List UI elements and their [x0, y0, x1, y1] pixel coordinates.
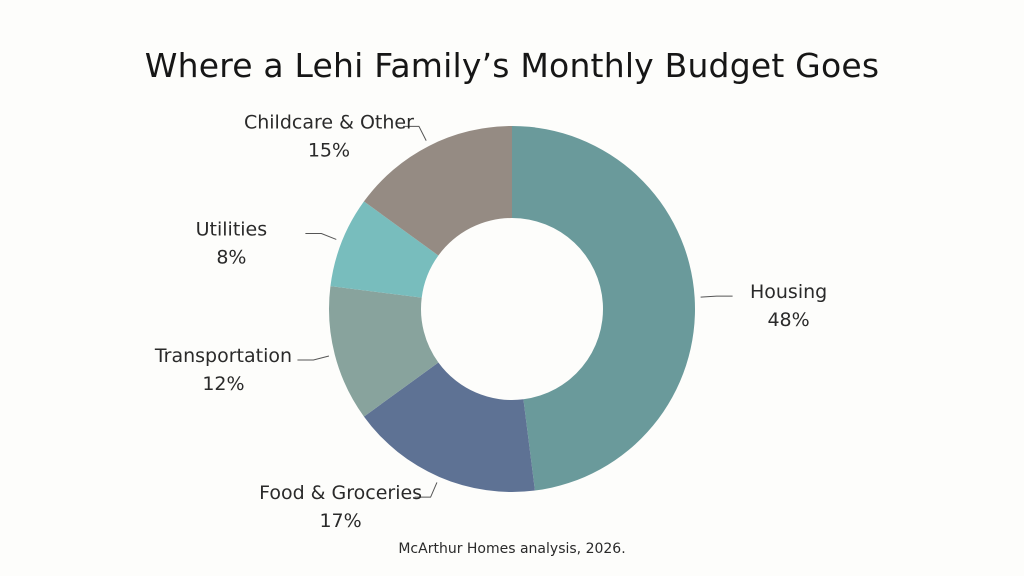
- leader-housing: [700, 295, 733, 298]
- slice-value-utilities: 8%: [216, 247, 246, 269]
- label-leader-lines: [297, 125, 733, 498]
- donut-slices: [329, 126, 695, 492]
- chart-source-note: McArthur Homes analysis, 2026.: [398, 541, 626, 557]
- slice-label-housing: Housing: [750, 281, 827, 303]
- slice-value-food-and-groceries: 17%: [319, 510, 361, 532]
- slice-label-utilities: Utilities: [196, 219, 268, 241]
- leader-food-and-groceries: [414, 482, 438, 498]
- slice-utilities: [330, 201, 439, 298]
- leader-utilities: [305, 233, 337, 240]
- slice-value-childcare-and-other: 15%: [308, 139, 350, 161]
- leader-childcare-and-other: [402, 125, 427, 141]
- slice-labels: Housing 48% Food & Groceries 17% Transportat…: [154, 111, 827, 532]
- leader-transportation: [297, 355, 330, 361]
- slice-label-transportation: Transportation: [154, 345, 292, 367]
- slice-transportation: [329, 286, 439, 417]
- slice-value-housing: 48%: [767, 309, 809, 331]
- slice-value-transportation: 12%: [202, 373, 244, 395]
- slice-food-and-groceries: [363, 362, 535, 492]
- chart-title: Where a Lehi Family’s Monthly Budget Goe…: [144, 46, 880, 85]
- slice-housing: [512, 126, 695, 491]
- slice-childcare-and-other: [363, 126, 512, 256]
- slice-label-food-and-groceries: Food & Groceries: [259, 482, 422, 504]
- slice-label-childcare-and-other: Childcare & Other: [244, 111, 414, 133]
